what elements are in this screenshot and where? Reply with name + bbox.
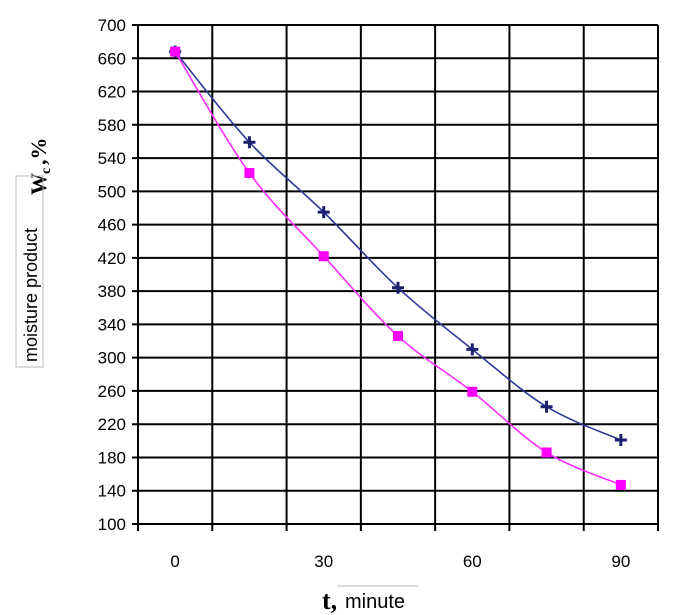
series-2 bbox=[170, 46, 626, 490]
y-tick-label: 540 bbox=[98, 149, 126, 168]
data-point bbox=[541, 447, 552, 458]
data-point bbox=[244, 168, 255, 179]
data-point bbox=[393, 331, 403, 342]
x-axis-label: t, minute bbox=[322, 585, 418, 615]
y-tick-label: 220 bbox=[98, 415, 126, 434]
x-tick-label: 60 bbox=[463, 552, 482, 571]
y-tick-label: 700 bbox=[98, 16, 126, 35]
y-tick-label: 620 bbox=[98, 83, 126, 102]
data-point bbox=[614, 434, 627, 447]
x-tick-label: 90 bbox=[611, 552, 630, 571]
y-tick-label: 420 bbox=[98, 249, 126, 268]
plot-area bbox=[138, 25, 658, 524]
x-tick-labels: 0 30 60 90 bbox=[170, 552, 630, 571]
y-tick-label: 300 bbox=[98, 349, 126, 368]
y-tick-label: 460 bbox=[98, 216, 126, 235]
y-tick-label: 100 bbox=[98, 515, 126, 534]
y-axis-text: moisture product bbox=[21, 228, 41, 362]
y-tick-labels: 100 140 180 220 260 300 340 380 420 460 500 540 580 6… bbox=[98, 16, 126, 534]
series-layer bbox=[169, 45, 627, 490]
y-axis-label-box bbox=[15, 175, 44, 368]
data-point bbox=[392, 281, 404, 294]
x-tick-label: 0 bbox=[170, 552, 179, 571]
y-tick-label: 660 bbox=[98, 49, 126, 68]
data-point bbox=[540, 400, 553, 413]
y-axis-unit: ,% bbox=[26, 138, 51, 166]
x-tick-label: 30 bbox=[314, 552, 333, 571]
data-point bbox=[243, 136, 256, 149]
y-tick-label: 340 bbox=[98, 315, 126, 334]
data-point bbox=[615, 479, 626, 490]
y-tick-label: 500 bbox=[98, 182, 126, 201]
y-tick-label: 260 bbox=[98, 382, 126, 401]
y-tick-label: 380 bbox=[98, 282, 126, 301]
y-tick-label: 580 bbox=[98, 116, 126, 135]
x-axis-unit: minute bbox=[345, 591, 405, 613]
data-point bbox=[466, 343, 479, 356]
data-point bbox=[467, 386, 478, 397]
x-axis-var: t, bbox=[322, 586, 337, 615]
data-point bbox=[318, 251, 329, 262]
y-axis-var: W bbox=[26, 173, 51, 195]
grid bbox=[132, 24, 659, 531]
y-axis-sub: c bbox=[39, 168, 54, 174]
y-tick-label: 140 bbox=[98, 482, 126, 501]
data-point bbox=[317, 206, 330, 219]
y-tick-label: 180 bbox=[98, 448, 126, 467]
data-point bbox=[170, 46, 181, 57]
y-axis-label: W c ,% moisture product bbox=[15, 138, 54, 368]
